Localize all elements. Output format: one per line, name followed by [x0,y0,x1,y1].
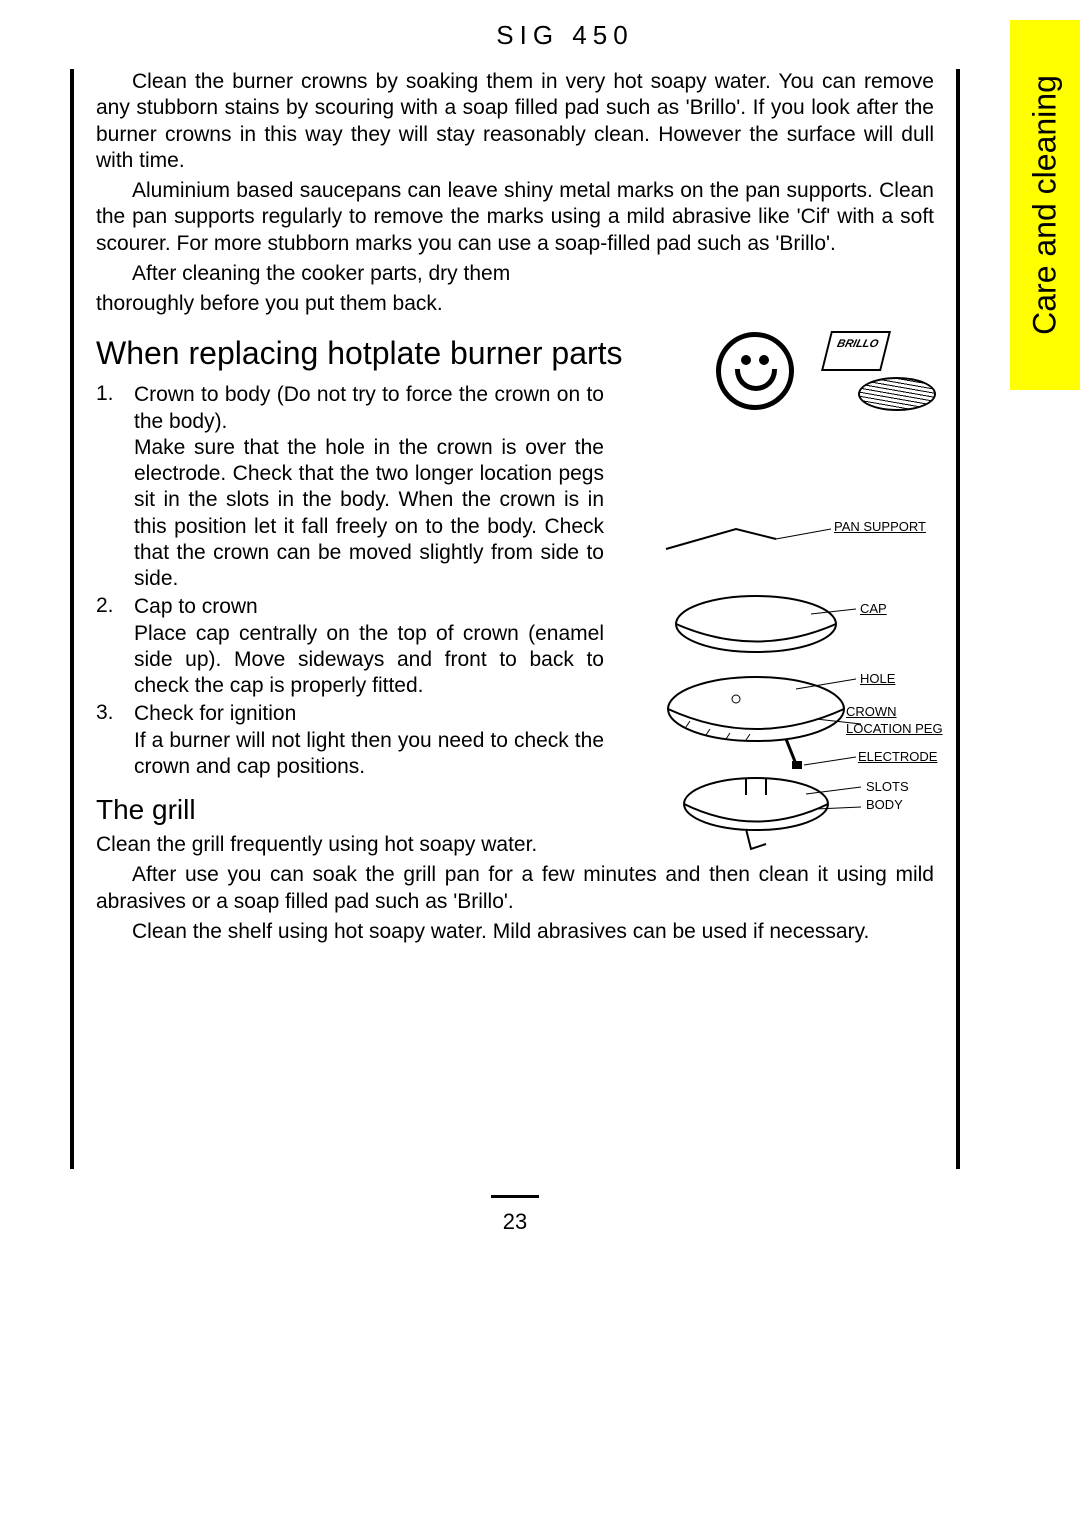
diag-label-cap: CAP [860,601,887,616]
intro-para-1: Clean the burner crowns by soaking them … [96,69,934,174]
brillo-pad-icon [858,377,936,411]
list-body-text: If a burner will not light then you need… [134,728,604,781]
page-number: 23 [503,1209,527,1234]
intro-para-3a: After cleaning the cooker parts, dry the… [96,261,626,287]
list-body-wrap: Cap to crown Place cap centrally on the … [134,594,604,699]
list-body-text: Place cap centrally on the top of crown … [134,621,604,700]
brillo-icon: BRILLO [816,331,936,411]
grill-p3: Clean the shelf using hot soapy water. M… [96,919,934,945]
intro-para-3-wrap: After cleaning the cooker parts, dry the… [96,261,626,318]
side-tab: Care and cleaning [1010,20,1080,390]
list-num: 3. [96,701,122,780]
footer: 23 [70,1191,960,1235]
list-body-wrap: Check for ignition If a burner will not … [134,701,604,780]
footer-rule [491,1195,539,1198]
side-tab-label: Care and cleaning [1027,75,1064,335]
page-content: SIG 450 Clean the burner crowns by soaki… [70,20,960,1235]
diag-label-pan-support: PAN SUPPORT [834,519,926,534]
list-lead: Check for ignition [134,701,604,727]
icons-row: BRILLO [716,331,936,411]
brillo-box-label: BRILLO [821,331,891,371]
doc-header-title: SIG 450 [170,20,960,51]
intro-para-3b: thoroughly before you put them back. [96,291,626,317]
list-body-wrap: Crown to body (Do not try to force the c… [134,382,604,592]
bordered-content: Clean the burner crowns by soaking them … [70,69,960,1169]
list-num: 1. [96,382,122,592]
diag-label-slots: SLOTS [866,779,909,794]
diag-label-hole: HOLE [860,671,895,686]
diag-label-electrode: ELECTRODE [858,749,937,764]
diag-label-location-peg: LOCATION PEG [846,721,943,736]
list-lead: Crown to body (Do not try to force the c… [134,382,604,435]
list-num: 2. [96,594,122,699]
grill-p2: After use you can soak the grill pan for… [96,862,934,915]
diag-label-crown: CROWN [846,704,897,719]
list-lead: Cap to crown [134,594,604,620]
smiley-icon [716,332,794,410]
diag-label-body: BODY [866,797,903,812]
burner-diagram: PAN SUPPORT CAP HOLE CROWN LOCATION PEG … [646,509,946,859]
intro-para-2: Aluminium based saucepans can leave shin… [96,178,934,257]
list-body-text: Make sure that the hole in the crown is … [134,435,604,593]
